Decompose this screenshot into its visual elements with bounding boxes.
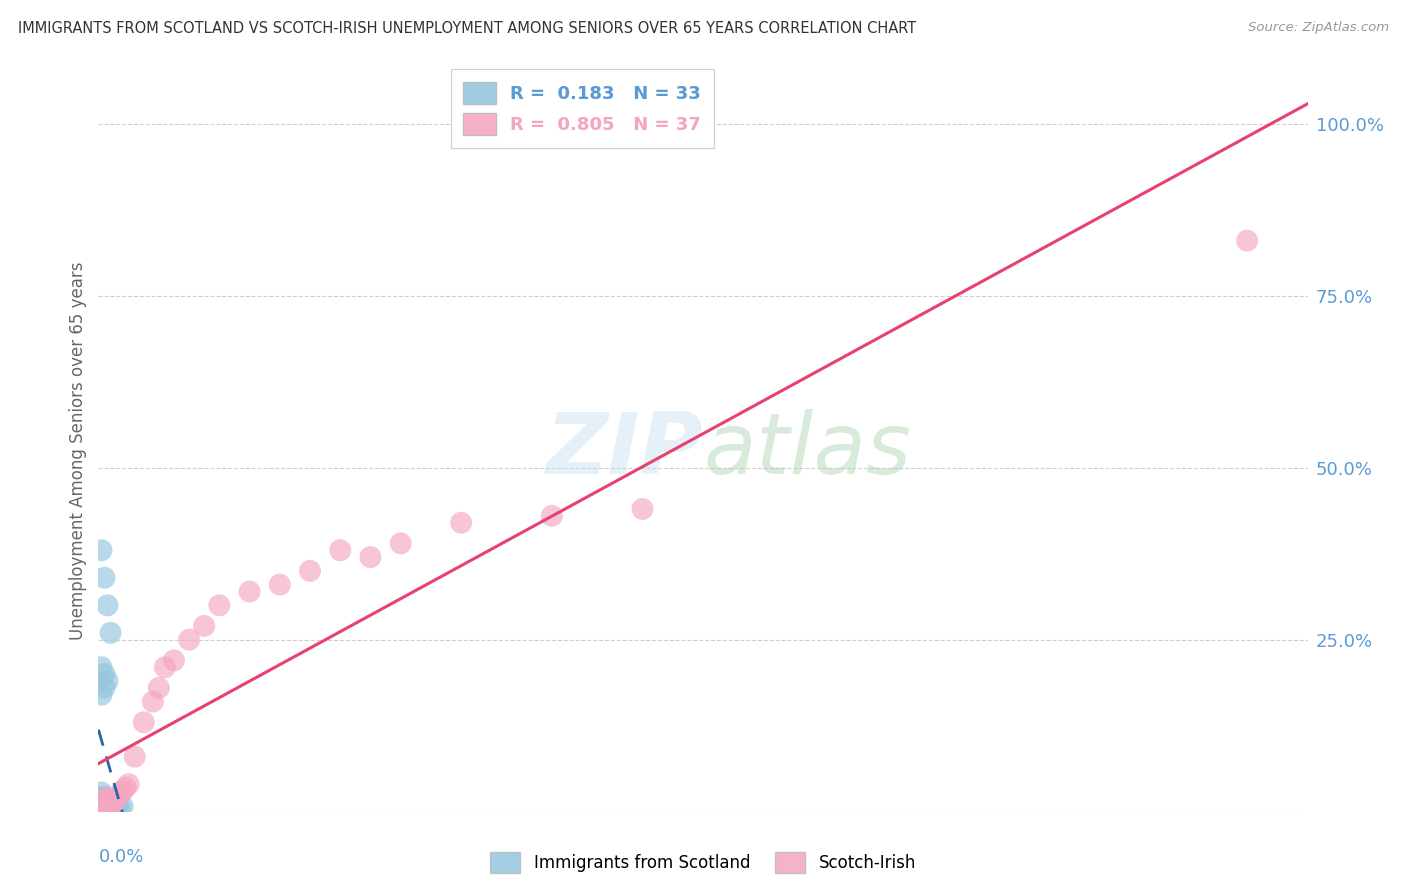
Legend: R =  0.183   N = 33, R =  0.805   N = 37: R = 0.183 N = 33, R = 0.805 N = 37 xyxy=(450,70,714,148)
Point xyxy=(96,803,118,817)
Point xyxy=(124,749,146,764)
Point xyxy=(103,801,125,815)
Point xyxy=(163,653,186,667)
Point xyxy=(450,516,472,530)
Point xyxy=(389,536,412,550)
Point xyxy=(100,799,122,814)
Point xyxy=(103,792,125,806)
Point xyxy=(90,803,112,817)
Point xyxy=(93,667,115,681)
Point xyxy=(96,791,118,805)
Point xyxy=(93,801,115,815)
Point xyxy=(90,660,112,674)
Point xyxy=(105,799,128,814)
Point xyxy=(96,801,118,815)
Point xyxy=(93,797,115,812)
Point xyxy=(111,784,134,798)
Point xyxy=(100,794,122,808)
Point xyxy=(100,794,122,808)
Point xyxy=(108,788,131,802)
Point xyxy=(93,797,115,812)
Point xyxy=(96,797,118,811)
Point xyxy=(93,801,115,815)
Point xyxy=(90,803,112,817)
Point xyxy=(239,584,262,599)
Point xyxy=(93,681,115,695)
Point xyxy=(631,502,654,516)
Legend: Immigrants from Scotland, Scotch-Irish: Immigrants from Scotland, Scotch-Irish xyxy=(484,846,922,880)
Text: IMMIGRANTS FROM SCOTLAND VS SCOTCH-IRISH UNEMPLOYMENT AMONG SENIORS OVER 65 YEAR: IMMIGRANTS FROM SCOTLAND VS SCOTCH-IRISH… xyxy=(18,21,917,36)
Point xyxy=(93,794,115,808)
Y-axis label: Unemployment Among Seniors over 65 years: Unemployment Among Seniors over 65 years xyxy=(69,261,87,640)
Point xyxy=(96,673,118,688)
Point xyxy=(90,543,112,558)
Point xyxy=(100,799,122,814)
Point xyxy=(193,619,215,633)
Point xyxy=(105,791,128,805)
Point xyxy=(118,777,141,791)
Point xyxy=(93,571,115,585)
Point xyxy=(103,797,125,812)
Point xyxy=(142,695,165,709)
Point xyxy=(93,792,115,806)
Point xyxy=(1236,234,1258,248)
Point xyxy=(360,550,382,565)
Point xyxy=(90,799,112,814)
Point xyxy=(108,801,131,815)
Point xyxy=(111,799,134,814)
Point xyxy=(96,599,118,613)
Point xyxy=(329,543,352,558)
Point xyxy=(179,632,201,647)
Point xyxy=(90,794,112,808)
Text: Source: ZipAtlas.com: Source: ZipAtlas.com xyxy=(1249,21,1389,34)
Point xyxy=(90,799,112,814)
Point xyxy=(96,797,118,812)
Point xyxy=(90,797,112,811)
Point xyxy=(90,785,112,799)
Point xyxy=(100,625,122,640)
Point xyxy=(269,577,291,591)
Point xyxy=(114,780,136,795)
Point xyxy=(93,803,115,817)
Text: ZIP: ZIP xyxy=(546,409,703,492)
Point xyxy=(103,797,125,812)
Point xyxy=(148,681,170,695)
Point xyxy=(93,789,115,804)
Text: atlas: atlas xyxy=(703,409,911,492)
Point xyxy=(299,564,322,578)
Point xyxy=(90,791,112,805)
Point xyxy=(540,508,562,523)
Point xyxy=(100,803,122,817)
Point xyxy=(96,792,118,806)
Point xyxy=(153,660,176,674)
Point xyxy=(132,715,155,730)
Point xyxy=(90,801,112,815)
Text: 0.0%: 0.0% xyxy=(98,847,143,866)
Point xyxy=(90,688,112,702)
Point xyxy=(208,599,231,613)
Point xyxy=(96,801,118,815)
